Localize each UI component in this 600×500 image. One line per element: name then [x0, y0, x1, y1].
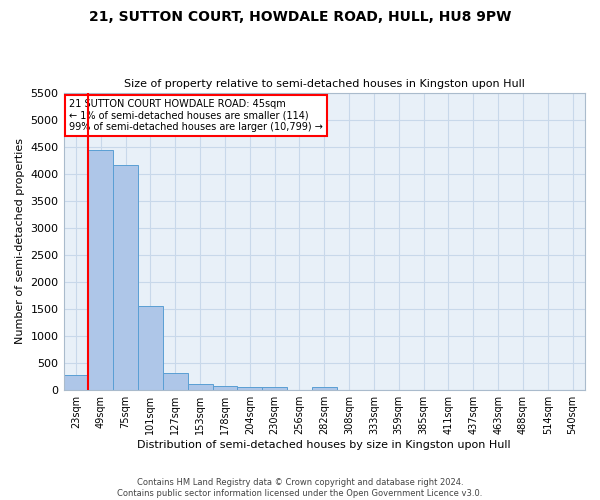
Bar [238, 386, 262, 390]
Bar [262, 387, 287, 390]
Text: 21 SUTTON COURT HOWDALE ROAD: 45sqm
← 1% of semi-detached houses are smaller (11: 21 SUTTON COURT HOWDALE ROAD: 45sqm ← 1%… [69, 98, 323, 132]
Bar [163, 373, 188, 390]
Text: 21, SUTTON COURT, HOWDALE ROAD, HULL, HU8 9PW: 21, SUTTON COURT, HOWDALE ROAD, HULL, HU… [89, 10, 511, 24]
X-axis label: Distribution of semi-detached houses by size in Kingston upon Hull: Distribution of semi-detached houses by … [137, 440, 511, 450]
Title: Size of property relative to semi-detached houses in Kingston upon Hull: Size of property relative to semi-detach… [124, 79, 525, 89]
Bar [113, 165, 138, 390]
Text: Contains HM Land Registry data © Crown copyright and database right 2024.
Contai: Contains HM Land Registry data © Crown c… [118, 478, 482, 498]
Bar [88, 150, 113, 390]
Bar [188, 384, 212, 390]
Bar [138, 306, 163, 390]
Bar [64, 375, 88, 390]
Bar [312, 387, 337, 390]
Y-axis label: Number of semi-detached properties: Number of semi-detached properties [15, 138, 25, 344]
Bar [212, 386, 238, 390]
